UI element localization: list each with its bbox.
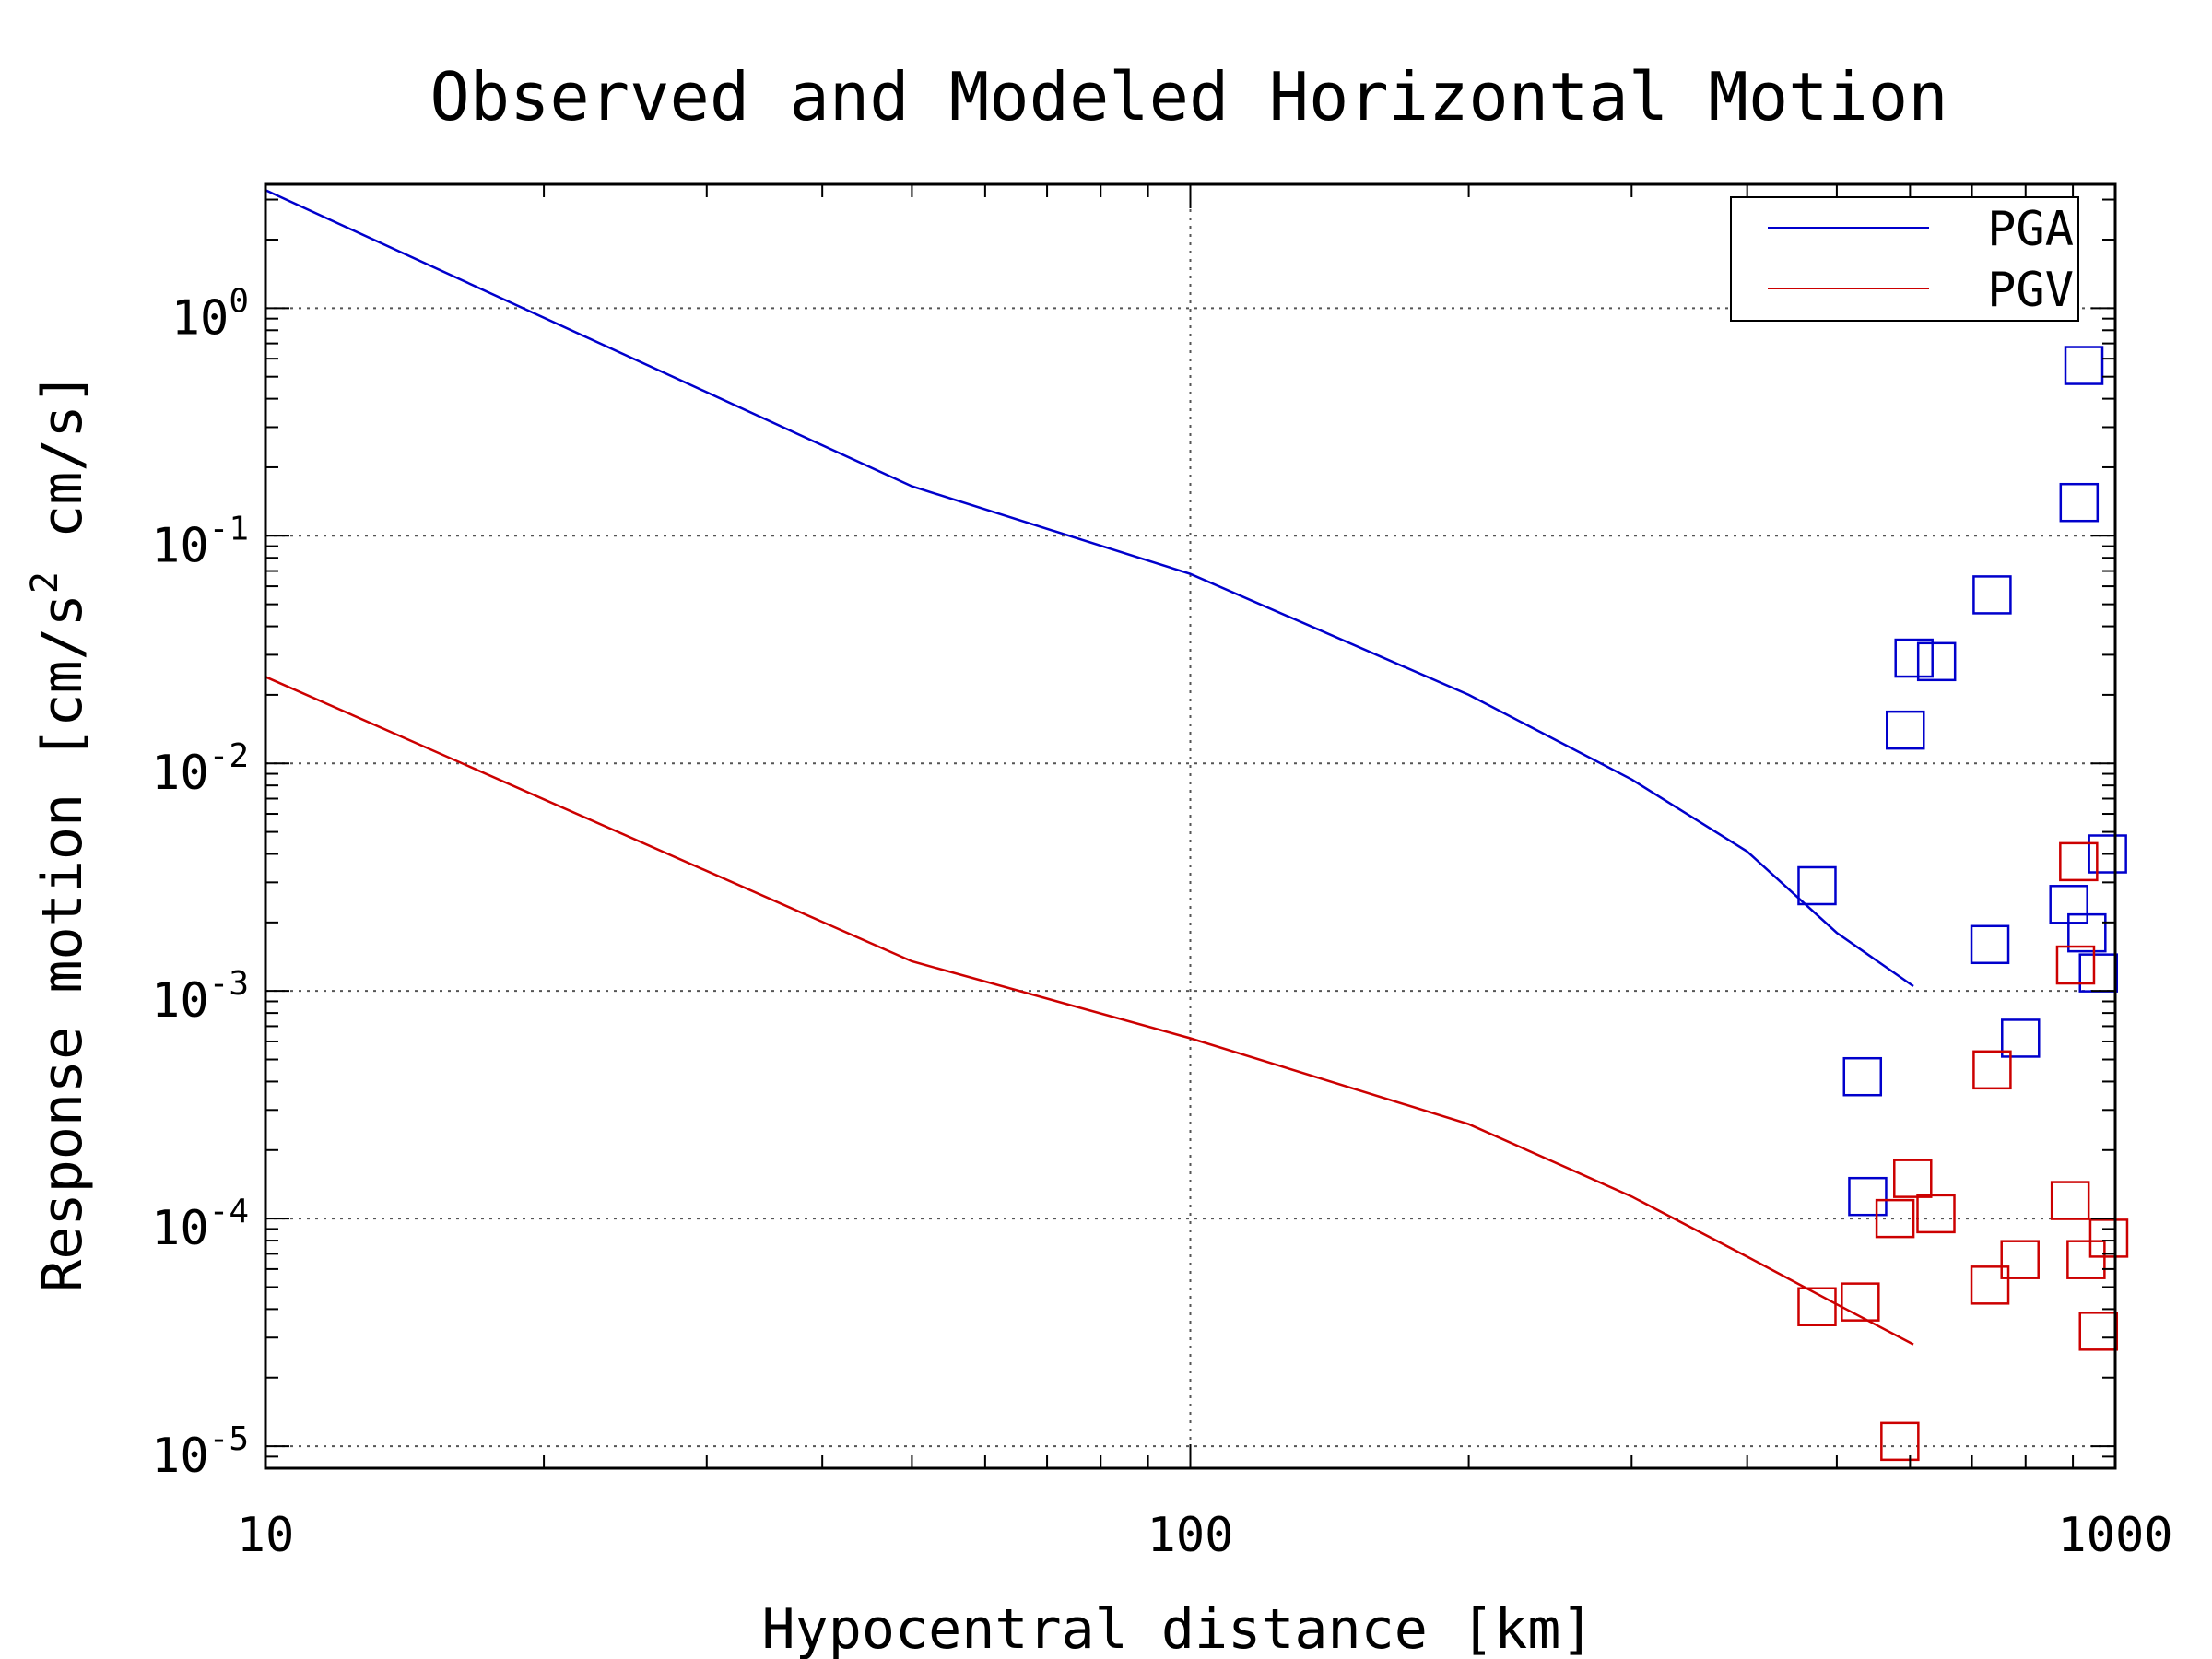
- y-tick-base: 10: [151, 973, 209, 1029]
- model-line-pga: [265, 189, 1914, 988]
- y-tick-exponent: -2: [209, 737, 249, 775]
- y-tick-base: 10: [151, 1201, 209, 1256]
- observed-point-pgv: [2078, 1312, 2119, 1351]
- observed-point-pga: [2064, 346, 2104, 385]
- y-axis-label-main: Response motion [cm/s: [30, 594, 95, 1293]
- y-axis-label-sup: 2: [24, 571, 66, 594]
- observed-point-pga: [2088, 834, 2127, 874]
- observed-point-pga: [1972, 575, 2012, 615]
- legend-box: [1730, 196, 2079, 322]
- observed-point-pgv: [1916, 1194, 1956, 1234]
- y-tick-base: 10: [151, 746, 209, 801]
- chart-title: Observed and Modeled Horizontal Motion: [429, 58, 1947, 135]
- observed-point-pgv: [2059, 841, 2099, 882]
- observed-point-pga: [1886, 710, 1925, 750]
- x-axis-label: Hypocentral distance [km]: [761, 1597, 1594, 1659]
- model-line-pgv: [265, 676, 1914, 1346]
- y-tick-base: 10: [171, 290, 229, 346]
- y-axis-label-tail: cm/s]: [30, 371, 95, 571]
- y-tick-exponent: 0: [229, 282, 249, 320]
- observed-point-pgv: [2088, 1218, 2129, 1258]
- observed-point-pgv: [1970, 1265, 2010, 1305]
- series-layer: [265, 189, 2129, 1462]
- observed-point-pga: [2059, 482, 2100, 523]
- y-tick-label: 10-3: [151, 965, 249, 1029]
- y-axis-label: Response motion [cm/s2 cm/s]: [24, 371, 95, 1292]
- observed-point-pga: [2067, 912, 2107, 953]
- grid: [265, 184, 2115, 1468]
- observed-point-pgv: [2050, 1181, 2090, 1220]
- observed-point-pga: [1894, 638, 1934, 678]
- x-tick-label: 1000: [2057, 1508, 2172, 1563]
- observed-point-pgv: [1797, 1287, 1837, 1326]
- observed-point-pga: [1797, 865, 1837, 906]
- legend-label-pga: PGA: [1987, 202, 2074, 257]
- y-tick-label: 10-4: [151, 1193, 249, 1256]
- legend: PGA PGV: [1730, 196, 2079, 322]
- legend-label-pgv: PGV: [1987, 263, 2074, 318]
- y-tick-base: 10: [151, 1429, 209, 1484]
- observed-point-pgv: [2055, 945, 2096, 985]
- observed-point-pgv: [1972, 1050, 2012, 1090]
- plot-frame: [264, 182, 2117, 1470]
- observed-point-pga: [1916, 641, 1957, 682]
- y-tick-label: 10-1: [151, 510, 249, 573]
- y-tick-label: 100: [171, 282, 249, 346]
- y-tick-label: 10-2: [151, 737, 249, 801]
- observed-point-pgv: [2066, 1240, 2106, 1279]
- observed-point-pga: [2001, 1018, 2041, 1058]
- y-tick-exponent: -4: [209, 1193, 249, 1230]
- observed-point-pgv: [1893, 1159, 1933, 1198]
- observed-point-pga: [1842, 1056, 1883, 1097]
- x-tick-label: 10: [237, 1508, 295, 1563]
- observed-point-pgv: [1875, 1198, 1915, 1239]
- y-tick-exponent: -5: [209, 1420, 249, 1458]
- y-tick-label: 10-5: [151, 1420, 249, 1484]
- y-tick-exponent: -1: [209, 510, 249, 547]
- observed-point-pgv: [1841, 1282, 1880, 1322]
- observed-point-pga: [1848, 1176, 1888, 1217]
- observed-point-pgv: [1880, 1421, 1920, 1462]
- observed-point-pga: [1970, 924, 2010, 965]
- y-tick-exponent: -3: [209, 965, 249, 1003]
- x-tick-label: 100: [1147, 1508, 1234, 1563]
- observed-point-pga: [2078, 953, 2119, 993]
- y-tick-base: 10: [151, 518, 209, 573]
- observed-point-pgv: [2000, 1240, 2040, 1279]
